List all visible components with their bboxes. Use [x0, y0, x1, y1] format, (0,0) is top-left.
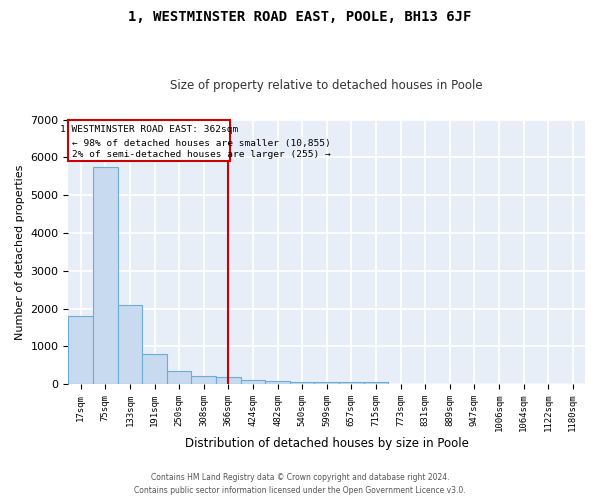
Text: 1, WESTMINSTER ROAD EAST, POOLE, BH13 6JF: 1, WESTMINSTER ROAD EAST, POOLE, BH13 6J…	[128, 10, 472, 24]
Bar	[314, 382, 339, 384]
Y-axis label: Number of detached properties: Number of detached properties	[15, 164, 25, 340]
Bar	[191, 376, 216, 384]
Text: 2% of semi-detached houses are larger (255) →: 2% of semi-detached houses are larger (2…	[72, 150, 331, 160]
Bar	[68, 316, 93, 384]
X-axis label: Distribution of detached houses by size in Poole: Distribution of detached houses by size …	[185, 437, 469, 450]
Bar	[364, 382, 388, 384]
Text: Contains HM Land Registry data © Crown copyright and database right 2024.
Contai: Contains HM Land Registry data © Crown c…	[134, 474, 466, 495]
Bar	[167, 371, 191, 384]
Bar	[216, 378, 241, 384]
Bar	[142, 354, 167, 384]
Bar	[290, 382, 314, 384]
Bar	[93, 167, 118, 384]
Text: 1 WESTMINSTER ROAD EAST: 362sqm: 1 WESTMINSTER ROAD EAST: 362sqm	[60, 126, 238, 134]
Title: Size of property relative to detached houses in Poole: Size of property relative to detached ho…	[170, 79, 483, 92]
FancyBboxPatch shape	[68, 120, 230, 161]
Bar	[118, 306, 142, 384]
Bar	[241, 380, 265, 384]
Bar	[339, 382, 364, 384]
Bar	[265, 381, 290, 384]
Text: ← 98% of detached houses are smaller (10,855): ← 98% of detached houses are smaller (10…	[72, 139, 331, 148]
